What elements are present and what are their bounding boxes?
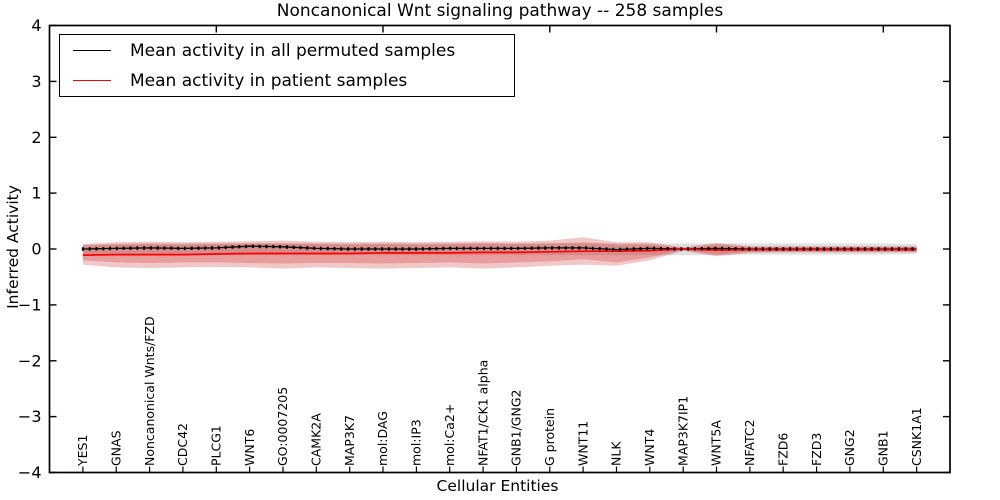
x-category-label: GO:0007205: [275, 387, 290, 466]
x-category-label: FZD3: [809, 433, 824, 466]
x-category-label: YES1: [75, 435, 90, 467]
y-tick-label: 3: [31, 72, 41, 91]
x-category-label: mol:DAG: [375, 411, 390, 466]
y-tick-label: −3: [18, 407, 42, 426]
legend-line-sample-red: [73, 80, 111, 81]
y-axis-label: Inferred Activity: [4, 185, 22, 309]
legend-row-permuted: Mean activity in all permuted samples: [73, 38, 514, 64]
chart-line-series-1: [82, 248, 917, 256]
permuted-samples-std-band-fill: [82, 243, 917, 256]
x-category-label: WNT4: [642, 429, 657, 466]
y-tick-label: 0: [31, 240, 41, 259]
x-category-label: PLCG1: [209, 425, 224, 466]
y-tick-label: 2: [31, 128, 41, 147]
y-tick-label: −4: [18, 463, 42, 482]
legend: Mean activity in all permuted samples Me…: [59, 34, 515, 97]
x-category-label: mol:Ca2+: [442, 404, 457, 466]
x-category-label: mol:IP3: [409, 419, 424, 466]
legend-label-patient: Mean activity in patient samples: [130, 70, 408, 91]
legend-label-permuted: Mean activity in all permuted samples: [130, 40, 456, 61]
x-category-label: CSNK1A1: [909, 407, 924, 466]
x-category-label: GNB1: [876, 430, 891, 466]
x-category-label: NLK: [609, 441, 624, 466]
chart-title: Noncanonical Wnt signaling pathway -- 25…: [276, 1, 724, 21]
x-category-label: GNG2: [842, 429, 857, 466]
chart-markers-series-0: [81, 244, 914, 252]
x-category-label: NFAT1/CK1 alpha: [475, 360, 490, 466]
x-category-label: WNT5A: [709, 420, 724, 466]
x-category-label: WNT11: [575, 421, 590, 466]
y-tick-label: 4: [31, 16, 41, 35]
x-category-label: Noncanonical Wnts/FZD: [142, 316, 157, 466]
y-tick-label: 1: [31, 184, 41, 203]
y-tick-label: −1: [18, 295, 42, 314]
x-category-label: FZD6: [775, 433, 790, 466]
x-category-label: GNAS: [108, 430, 123, 466]
x-category-label: WNT6: [242, 429, 257, 466]
x-axis-label: Cellular Entities: [436, 477, 559, 495]
x-category-label: CAMK2A: [309, 413, 324, 466]
y-tick-label: −2: [18, 351, 42, 370]
x-category-label: MAP3K7IP1: [675, 396, 690, 466]
x-category-label: G protein: [542, 408, 557, 466]
legend-line-sample-black: [73, 50, 111, 51]
x-category-label: CDC42: [175, 423, 190, 466]
x-category-label: MAP3K7: [342, 415, 357, 466]
legend-row-patient: Mean activity in patient samples: [73, 68, 514, 94]
x-category-label: NFATC2: [742, 419, 757, 466]
x-category-label: GNB1/GNG2: [509, 390, 524, 466]
